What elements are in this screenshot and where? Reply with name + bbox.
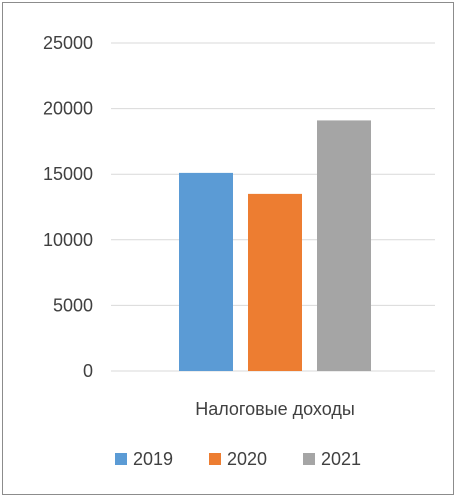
y-tick-label: 0 — [83, 361, 93, 381]
legend-swatch-2020 — [209, 453, 221, 465]
legend-label-2019: 2019 — [133, 449, 173, 469]
legend-label-2021: 2021 — [321, 449, 361, 469]
bars — [179, 120, 371, 372]
chart-frame: 0 5000 10000 15000 20000 25000 Налоговые дохо… — [2, 2, 454, 495]
x-axis-ticks: Налоговые доходы — [195, 399, 355, 419]
y-tick-label: 25000 — [43, 33, 93, 53]
x-category-label: Налоговые доходы — [195, 399, 355, 419]
bar-2019 — [179, 172, 233, 371]
bar-chart: 0 5000 10000 15000 20000 25000 Налоговые дохо… — [43, 33, 435, 469]
bar-2021 — [317, 120, 371, 372]
bar-2020 — [248, 193, 302, 371]
y-tick-label: 5000 — [53, 295, 93, 315]
legend-label-2020: 2020 — [227, 449, 267, 469]
y-axis-ticks: 0 5000 10000 15000 20000 25000 — [43, 33, 93, 381]
y-tick-label: 10000 — [43, 230, 93, 250]
legend-swatch-2021 — [303, 453, 315, 465]
y-tick-label: 15000 — [43, 164, 93, 184]
legend: 2019 2020 2021 — [115, 449, 361, 469]
y-tick-label: 20000 — [43, 99, 93, 119]
legend-swatch-2019 — [115, 453, 127, 465]
